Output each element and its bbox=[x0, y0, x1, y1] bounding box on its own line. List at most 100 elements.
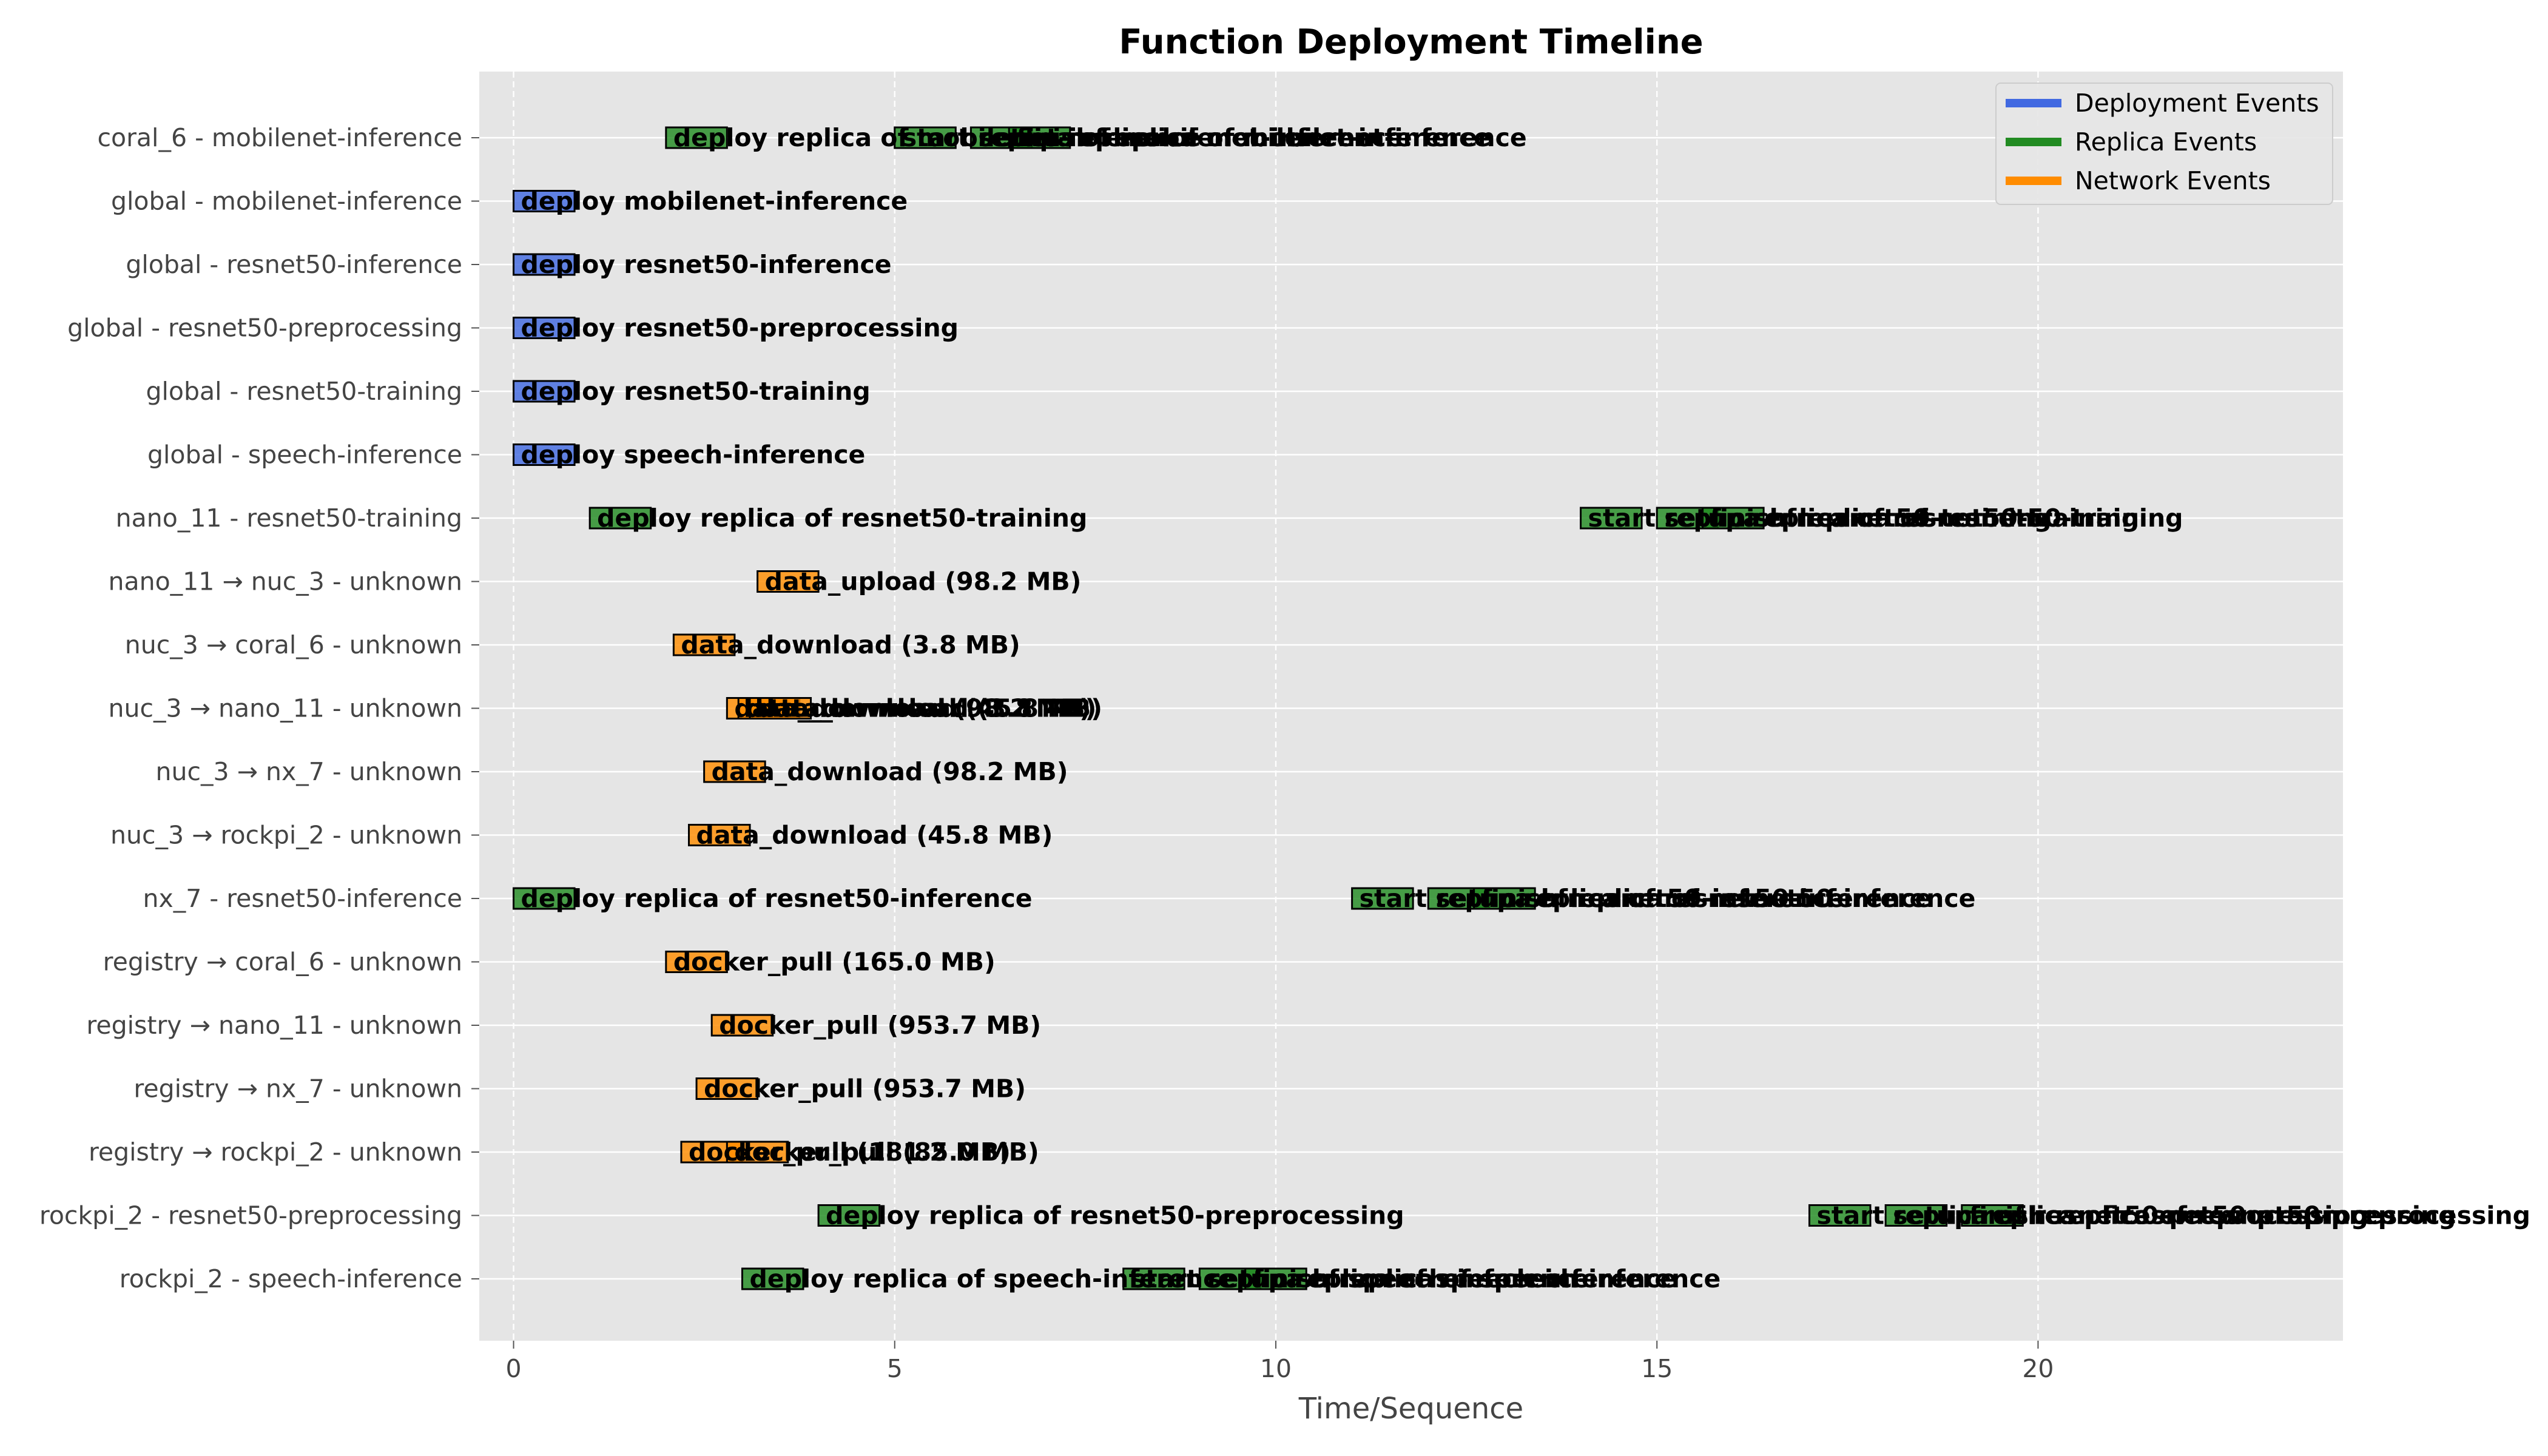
y-tick-label: registry → nano_11 - unknown bbox=[86, 1011, 462, 1040]
y-tick-label: global - resnet50-preprocessing bbox=[67, 314, 462, 343]
y-tick-label: nx_7 - resnet50-inference bbox=[143, 884, 462, 913]
replica-event-bar bbox=[1808, 1204, 1872, 1227]
y-tick-label: rockpi_2 - resnet50-preprocessing bbox=[39, 1201, 462, 1230]
replica-event-bar bbox=[1884, 1204, 1948, 1227]
deployment-event-label: deploy resnet50-training bbox=[521, 377, 871, 406]
replica-event-label: finish replica of resnet50-training bbox=[1710, 504, 2183, 533]
network-event-bar bbox=[695, 1077, 759, 1100]
network-event-label: data_download (45.8 MB) bbox=[696, 821, 1053, 850]
deployment-event-bar bbox=[513, 380, 576, 403]
replica-event-label: deploy replica of mobilenet-inference bbox=[673, 123, 1201, 152]
network-event-bar bbox=[703, 760, 766, 783]
replica-event-label: setup replica of resnet50-preprocessing bbox=[1893, 1201, 2456, 1230]
y-tick-label: global - resnet50-training bbox=[146, 377, 462, 406]
x-tick-label: 20 bbox=[2022, 1354, 2054, 1383]
deployment-event-bar bbox=[513, 253, 576, 276]
deployment-event-bar bbox=[513, 190, 576, 212]
network-event-bar bbox=[726, 1141, 789, 1164]
y-tick-label: global - mobilenet-inference bbox=[111, 187, 462, 216]
network-event-bar bbox=[688, 824, 751, 846]
replica-event-label: finish replica of speech-inference bbox=[1253, 1264, 1721, 1293]
legend-box bbox=[1995, 83, 2333, 205]
y-tick-label: registry → nx_7 - unknown bbox=[133, 1074, 462, 1104]
network-event-bar bbox=[672, 633, 736, 656]
y-tick-label: global - speech-inference bbox=[147, 440, 462, 470]
replica-event-label: setup replica of speech-inference bbox=[1207, 1264, 1677, 1293]
replica-event-label: deploy replica of resnet50-preprocessing bbox=[826, 1201, 1404, 1230]
x-tick-label: 5 bbox=[887, 1354, 903, 1383]
x-tick-label: 15 bbox=[1641, 1354, 1673, 1383]
deployment-event-label: deploy mobilenet-inference bbox=[521, 187, 908, 216]
network-event-label: docker_pull (181.2 MB) bbox=[689, 1138, 1011, 1167]
replica-event-label: start replica of resnet50-inference bbox=[1360, 884, 1844, 913]
network-event-bar bbox=[665, 951, 728, 973]
y-tick-label: nano_11 - resnet50-training bbox=[116, 504, 462, 533]
event-labels: deploy replica of mobilenet-inferencesta… bbox=[521, 123, 2530, 1293]
replica-event-label: start replica of speech-inference bbox=[1131, 1264, 1589, 1293]
replica-event-label: finish replica of resnet50-inference bbox=[1481, 884, 1976, 913]
replica-event-bar bbox=[1244, 1267, 1307, 1290]
y-axis-labels: coral_6 - mobilenet-inference global - mo… bbox=[39, 123, 479, 1293]
y-tick-label: registry → rockpi_2 - unknown bbox=[89, 1138, 462, 1167]
legend-entry-label: Replica Events bbox=[2075, 127, 2257, 157]
replica-event-bar bbox=[513, 887, 576, 910]
y-tick-label: coral_6 - mobilenet-inference bbox=[97, 123, 462, 152]
network-event-label: data_download (3.8 MB) bbox=[681, 630, 1020, 659]
replica-event-label: start replica of resnet50-training bbox=[1588, 504, 2052, 533]
y-tick-label: nuc_3 → nano_11 - unknown bbox=[108, 694, 462, 723]
x-tick-label: 0 bbox=[505, 1354, 521, 1383]
y-tick-label: nuc_3 → nx_7 - unknown bbox=[155, 757, 462, 786]
deployment-event-label: deploy speech-inference bbox=[521, 440, 866, 470]
replica-event-bar bbox=[1122, 1267, 1185, 1290]
deployment-event-bar bbox=[513, 317, 576, 339]
network-event-label: docker_pull (165.0 MB) bbox=[673, 948, 996, 977]
network-event-bar bbox=[749, 697, 812, 720]
y-tick-label: rockpi_2 - speech-inference bbox=[120, 1264, 462, 1293]
x-tick-label: 10 bbox=[1260, 1354, 1292, 1383]
replica-event-label: deploy replica of resnet50-training bbox=[597, 504, 1087, 533]
legend: Deployment Events Replica Events Network E… bbox=[1995, 83, 2333, 205]
event-bars bbox=[513, 126, 2024, 1290]
network-event-label: docker_pull (953.7 MB) bbox=[719, 1011, 1041, 1040]
network-event-label: data_download (98.2 MB) bbox=[734, 694, 1091, 723]
y-tick-label: nano_11 → nuc_3 - unknown bbox=[108, 567, 462, 596]
x-axis-label: Time/Sequence bbox=[1298, 1392, 1523, 1426]
replica-event-bar bbox=[817, 1204, 881, 1227]
grid-lines bbox=[479, 72, 2343, 1341]
replica-event-bar bbox=[741, 1267, 804, 1290]
y-tick-label: nuc_3 → coral_6 - unknown bbox=[125, 630, 462, 659]
replica-event-bar bbox=[1580, 507, 1643, 530]
deployment-event-label: deploy resnet50-inference bbox=[521, 250, 892, 279]
replica-event-bar bbox=[1702, 507, 1765, 530]
replica-event-bar bbox=[588, 507, 652, 530]
replica-event-label: start replica of resnet50-preprocessing bbox=[1816, 1201, 2368, 1230]
replica-event-label: setup replica of mobilenet-inference bbox=[978, 123, 1491, 152]
network-event-bar bbox=[757, 570, 820, 593]
network-event-label: data_download (45.8 MB) bbox=[746, 694, 1102, 723]
legend-entry-label: Network Events bbox=[2075, 166, 2271, 195]
x-axis-ticks: 0 5 10 15 20 bbox=[505, 1341, 2054, 1383]
replica-event-label: finish replica of mobilenet-inference bbox=[1016, 123, 1526, 152]
replica-event-bar bbox=[894, 126, 957, 149]
replica-event-bar bbox=[665, 126, 728, 149]
deployment-event-label: deploy resnet50-preprocessing bbox=[521, 314, 959, 343]
network-event-bar bbox=[710, 1014, 774, 1037]
replica-event-bar bbox=[1961, 1204, 2024, 1227]
legend-entry-label: Deployment Events bbox=[2075, 89, 2319, 118]
replica-event-label: setup replica of resnet50-training bbox=[1664, 504, 2139, 533]
network-event-label: data_download (3.8 MB) bbox=[757, 694, 1096, 723]
replica-event-label: deploy replica of resnet50-inference bbox=[521, 884, 1033, 913]
replica-event-bar bbox=[1351, 887, 1414, 910]
y-tick-label: nuc_3 → rockpi_2 - unknown bbox=[110, 821, 462, 850]
network-event-label: docker_pull (85.0 MB) bbox=[734, 1138, 1039, 1167]
chart-title: Function Deployment Timeline bbox=[1119, 22, 1703, 62]
replica-event-label: start replica of mobilenet-inference bbox=[902, 123, 1403, 152]
replica-event-bar bbox=[1008, 126, 1071, 149]
y-tick-label: registry → coral_6 - unknown bbox=[103, 948, 462, 977]
deployment-event-bar bbox=[513, 443, 576, 466]
replica-event-label: deploy replica of speech-inference bbox=[749, 1264, 1235, 1293]
network-event-label: data_download (98.2 MB) bbox=[712, 757, 1068, 786]
y-tick-label: global - resnet50-inference bbox=[126, 250, 462, 279]
